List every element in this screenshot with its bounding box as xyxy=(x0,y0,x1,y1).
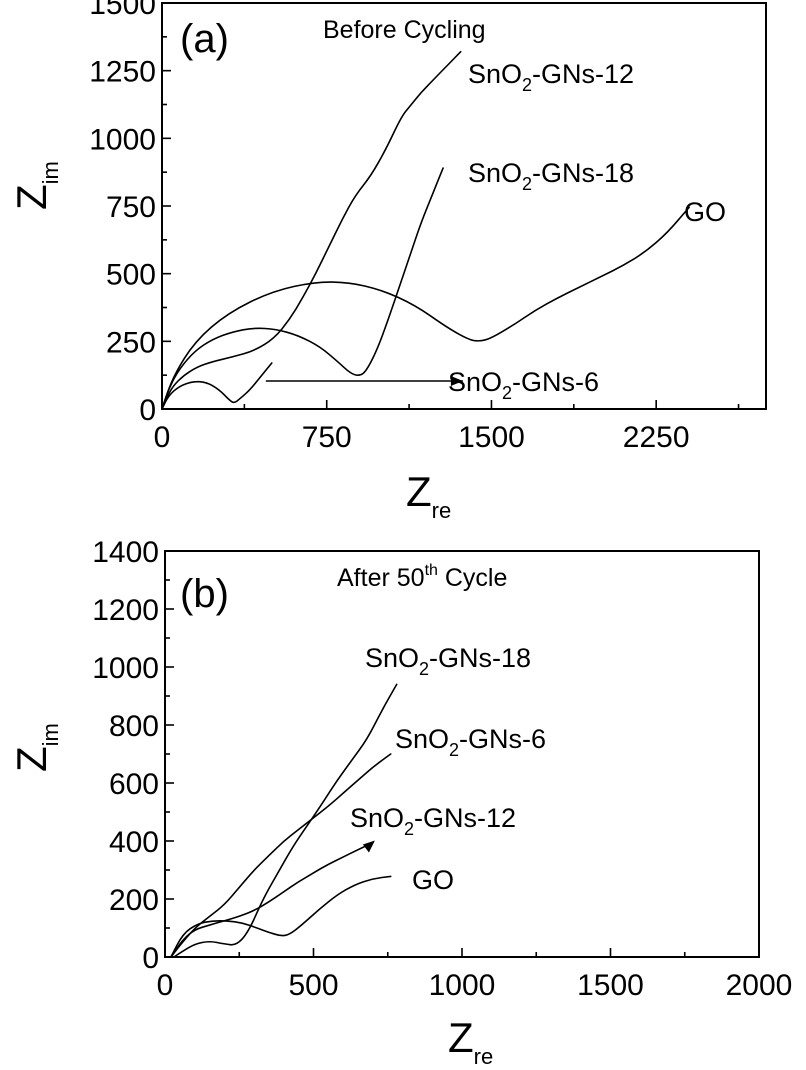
panel-a-y-axis-title: Zim xyxy=(8,161,63,210)
panel-b-series-labels: SnO2-GNs-18 SnO2-GNs-6 SnO2-GNs-12 GO xyxy=(350,643,546,895)
series-line-sno2-gns-12 xyxy=(161,50,462,410)
panel-b-axes: 0 500 1000 1500 2000 0 200 400 600 800 1000 1200 140… xyxy=(92,536,792,1002)
panel-a-frame xyxy=(161,2,767,410)
series-line-sno2-gns-6 xyxy=(170,753,392,958)
series-label: GO xyxy=(684,197,726,227)
series-line-sno2-gns-6 xyxy=(161,362,273,410)
y-tick-label: 500 xyxy=(106,259,156,292)
x-tick-label: 2250 xyxy=(623,421,690,454)
panel-a-series-labels: SnO2-GNs-12 SnO2-GNs-18 GO SnO2-GNs-6 xyxy=(448,59,726,403)
x-tick-label: 0 xyxy=(154,421,171,454)
series-line-sno2-gns-18 xyxy=(161,167,444,410)
y-tick-label: 1200 xyxy=(92,594,159,627)
y-tick-label: 0 xyxy=(139,394,156,427)
panel-a-x-axis-title: Zre xyxy=(406,468,451,523)
y-tick-label: 200 xyxy=(109,884,159,917)
series-label: SnO2-GNs-6 xyxy=(395,724,546,760)
panel-a-title: Before Cycling xyxy=(323,16,486,44)
series-line-sno2-gns-18 xyxy=(173,683,398,958)
annotation-arrow-head xyxy=(450,376,463,386)
x-tick-label: 1000 xyxy=(429,969,496,1002)
panel-b-y-axis-title: Zim xyxy=(8,723,63,772)
y-tick-label: 600 xyxy=(109,768,159,801)
panel-a-axes: 0 750 1500 2250 0 250 500 750 1000 1250 1500 xyxy=(89,0,740,454)
panel-a-letter: (a) xyxy=(180,17,229,61)
y-tick-label: 0 xyxy=(142,942,159,975)
series-label: SnO2-GNs-18 xyxy=(365,643,531,679)
x-tick-label: 500 xyxy=(288,969,338,1002)
y-tick-label: 800 xyxy=(109,710,159,743)
annotation-arrow-head xyxy=(362,840,375,853)
y-tick-label: 750 xyxy=(106,191,156,224)
panel-a: (a) Before Cycling 0 750 1500 2250 0 250 500 75… xyxy=(8,0,767,523)
panel-b-x-axis-title: Zre xyxy=(448,1014,493,1069)
y-tick-label: 1000 xyxy=(92,652,159,685)
x-tick-label: 750 xyxy=(302,421,352,454)
y-tick-label: 1400 xyxy=(92,536,159,569)
x-tick-label: 2000 xyxy=(726,969,793,1002)
x-tick-label: 1500 xyxy=(458,421,525,454)
panel-b: (b) After 50th Cycle 0 500 1000 1500 2000 0 20… xyxy=(8,536,792,1069)
y-tick-label: 1500 xyxy=(89,0,156,21)
panel-b-title: After 50th Cycle xyxy=(337,562,507,592)
y-tick-label: 250 xyxy=(106,326,156,359)
series-line-go xyxy=(161,206,690,410)
series-line-sno2-gns-12 xyxy=(170,841,374,958)
y-tick-label: 1000 xyxy=(89,123,156,156)
series-label: SnO2-GNs-12 xyxy=(468,59,634,95)
panel-a-curves xyxy=(161,50,690,410)
x-tick-label: 1500 xyxy=(577,969,644,1002)
series-line-go xyxy=(170,875,392,958)
panel-b-frame xyxy=(164,550,760,958)
series-label: SnO2-GNs-6 xyxy=(448,367,599,403)
series-label: SnO2-GNs-12 xyxy=(350,803,516,839)
panel-b-letter: (b) xyxy=(180,572,229,616)
panel-b-curves xyxy=(170,683,398,958)
series-label: SnO2-GNs-18 xyxy=(468,158,634,194)
series-label: GO xyxy=(412,865,454,895)
y-tick-label: 400 xyxy=(109,826,159,859)
y-tick-label: 1250 xyxy=(89,56,156,89)
x-tick-label: 0 xyxy=(157,969,174,1002)
